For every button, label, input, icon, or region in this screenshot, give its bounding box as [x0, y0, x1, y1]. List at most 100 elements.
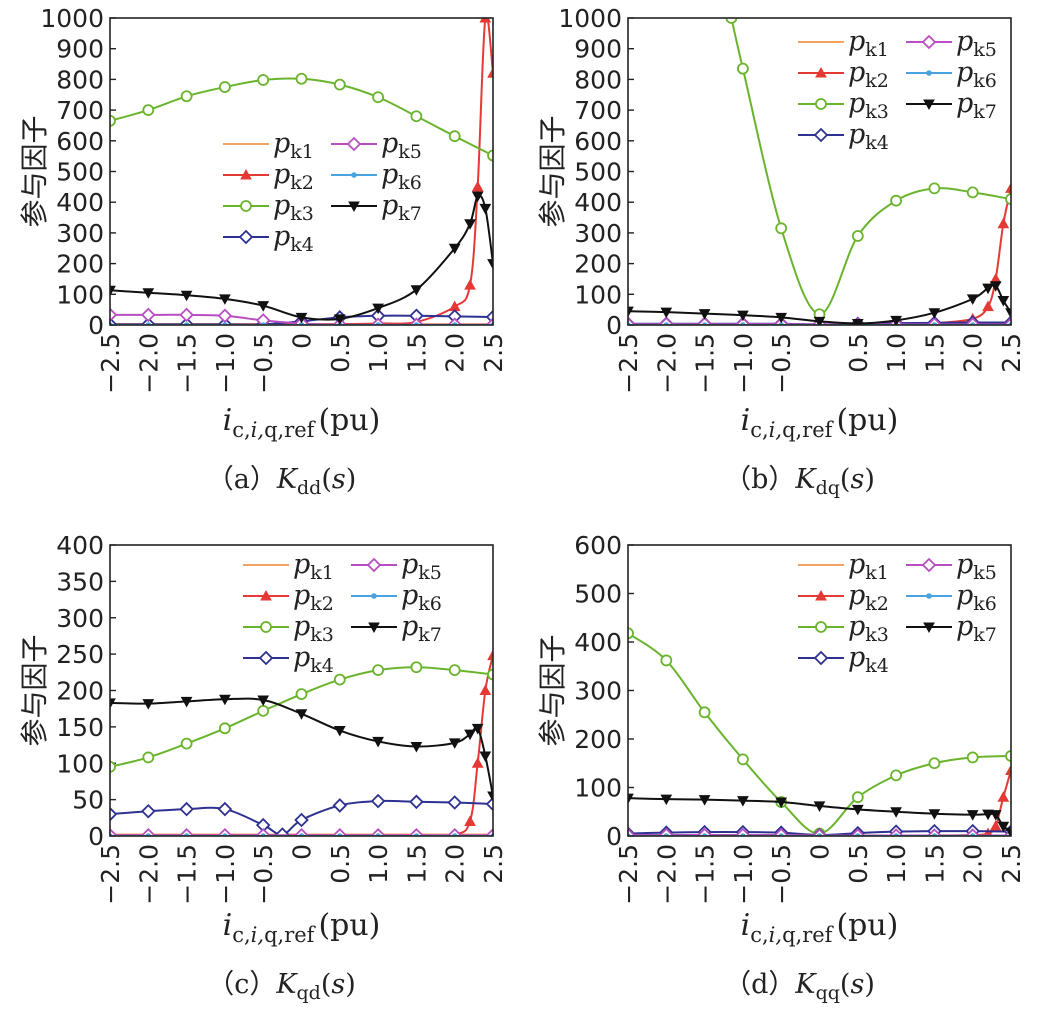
legend-marker-pk4	[813, 127, 829, 143]
x-tick-label: −1.5	[691, 333, 720, 394]
legend-label-pk2: pk2	[293, 580, 334, 615]
legend-item-pk7: pk7	[906, 611, 997, 646]
data-point-pk7	[180, 290, 193, 302]
data-point-pk7	[813, 316, 826, 325]
data-point-pk3	[737, 62, 749, 75]
x-tick-label: 1.0	[882, 333, 911, 373]
legend-item-pk3: pk3	[798, 88, 889, 123]
x-tick-label: 2.5	[479, 333, 508, 373]
legend-label-pk2: pk2	[848, 580, 889, 615]
x-tick-label: 2.5	[479, 844, 508, 884]
data-point-pk5	[370, 317, 386, 325]
y-tick-label: 1000	[558, 4, 622, 33]
data-point-pk7	[997, 295, 1010, 307]
legend-label-pk3: pk3	[848, 611, 889, 646]
x-tick-label: 2.0	[441, 844, 470, 884]
legend-item-pk2: pk2	[243, 580, 334, 615]
data-point-pk4	[217, 801, 233, 817]
data-point-pk5	[141, 307, 156, 323]
chart-panel-2: 0 50 100 150 200 250 300 350 400 −2.5 −2.0 −1.5 −1.0…	[18, 531, 508, 1004]
legend-item-pk3: pk3	[243, 611, 334, 646]
y-axis-label: 参与因子	[536, 115, 569, 227]
data-point-pk5	[888, 828, 904, 836]
x-tick-label: 1.5	[920, 844, 949, 884]
data-point-pk5	[735, 827, 751, 836]
data-point-pk4	[179, 801, 194, 817]
legend-marker-pk5	[346, 136, 362, 152]
data-point-pk7	[966, 294, 979, 305]
data-point-pk3	[110, 760, 116, 773]
x-tick-label: 1.5	[402, 333, 431, 373]
legend-marker-pk6	[926, 70, 932, 76]
data-point-pk2	[479, 684, 492, 695]
data-point-pk3	[928, 757, 941, 770]
y-tick-label: 400	[574, 628, 622, 657]
series-line-pk2	[628, 188, 1011, 325]
data-point-pk3	[333, 673, 346, 686]
y-tick-label: 500	[574, 158, 622, 187]
data-point-pk5	[179, 827, 194, 836]
data-point-pk2	[487, 649, 493, 661]
legend-label-pk7: pk7	[401, 611, 442, 646]
x-tick-label: −1.0	[729, 844, 758, 905]
data-point-pk2	[997, 217, 1010, 229]
legend-item-pk7: pk7	[351, 611, 442, 646]
legend-marker-pk3	[815, 621, 827, 633]
data-point-pk7	[464, 219, 476, 230]
legend-item-pk7: pk7	[906, 88, 997, 123]
data-point-pk7	[142, 288, 155, 299]
legend-item-pk1: pk1	[798, 26, 889, 61]
legend-item-pk4: pk4	[243, 642, 334, 677]
data-point-pk7	[1005, 827, 1011, 836]
y-tick-label: 400	[56, 188, 104, 217]
series-pk7	[628, 281, 1011, 325]
data-point-pk2	[1005, 182, 1011, 193]
y-tick-label: 300	[56, 219, 104, 248]
y-tick-label: 500	[574, 580, 622, 609]
legend-item-pk4: pk4	[223, 221, 314, 256]
data-point-pk7	[372, 303, 384, 315]
x-tick-label: 1.0	[364, 333, 393, 373]
data-point-pk7	[448, 738, 461, 749]
legend-label-pk4: pk4	[273, 221, 314, 256]
x-tick-label: 2.0	[959, 844, 988, 884]
legend-marker-pk3	[260, 621, 272, 633]
plot-frame	[627, 17, 1012, 326]
data-point-pk7	[775, 312, 788, 324]
data-point-pk7	[989, 810, 1002, 821]
y-tick-label: 50	[72, 786, 104, 815]
data-point-pk5	[255, 827, 271, 836]
legend-marker-pk2	[815, 66, 827, 78]
data-point-pk7	[989, 281, 1002, 292]
legend-label-pk7: pk7	[956, 611, 997, 646]
data-point-pk7	[628, 306, 634, 318]
legend-item-pk3: pk3	[798, 611, 889, 646]
legend-label-pk4: pk4	[848, 642, 889, 677]
y-tick-label: 250	[56, 640, 104, 669]
data-point-pk7	[333, 314, 346, 325]
x-tick-label: −1.5	[691, 844, 720, 905]
x-tick-label: 0.5	[326, 844, 355, 884]
data-point-pk7	[487, 791, 493, 803]
legend-marker-pk2	[260, 589, 272, 601]
data-point-pk7	[142, 699, 155, 710]
x-tick-label: −2.0	[134, 333, 163, 394]
data-point-pk4	[485, 796, 493, 812]
y-tick-label: 800	[56, 65, 104, 94]
legend-marker-pk4	[813, 650, 829, 666]
y-tick-label: 100	[56, 749, 104, 778]
data-point-pk5	[965, 828, 980, 836]
y-tick-label: 1000	[40, 4, 104, 33]
x-tick-label: 2.5	[997, 844, 1026, 884]
y-tick-label: 600	[574, 531, 622, 560]
data-point-pk7	[219, 694, 231, 706]
legend-item-pk2: pk2	[798, 580, 889, 615]
x-tick-label: 1.0	[364, 844, 393, 884]
legend-item-pk3: pk3	[223, 190, 314, 225]
y-axis-label: 参与因子	[18, 634, 51, 746]
legend-label-pk6: pk6	[956, 57, 997, 92]
data-point-pk3	[966, 751, 979, 764]
data-point-pk3	[257, 704, 270, 717]
